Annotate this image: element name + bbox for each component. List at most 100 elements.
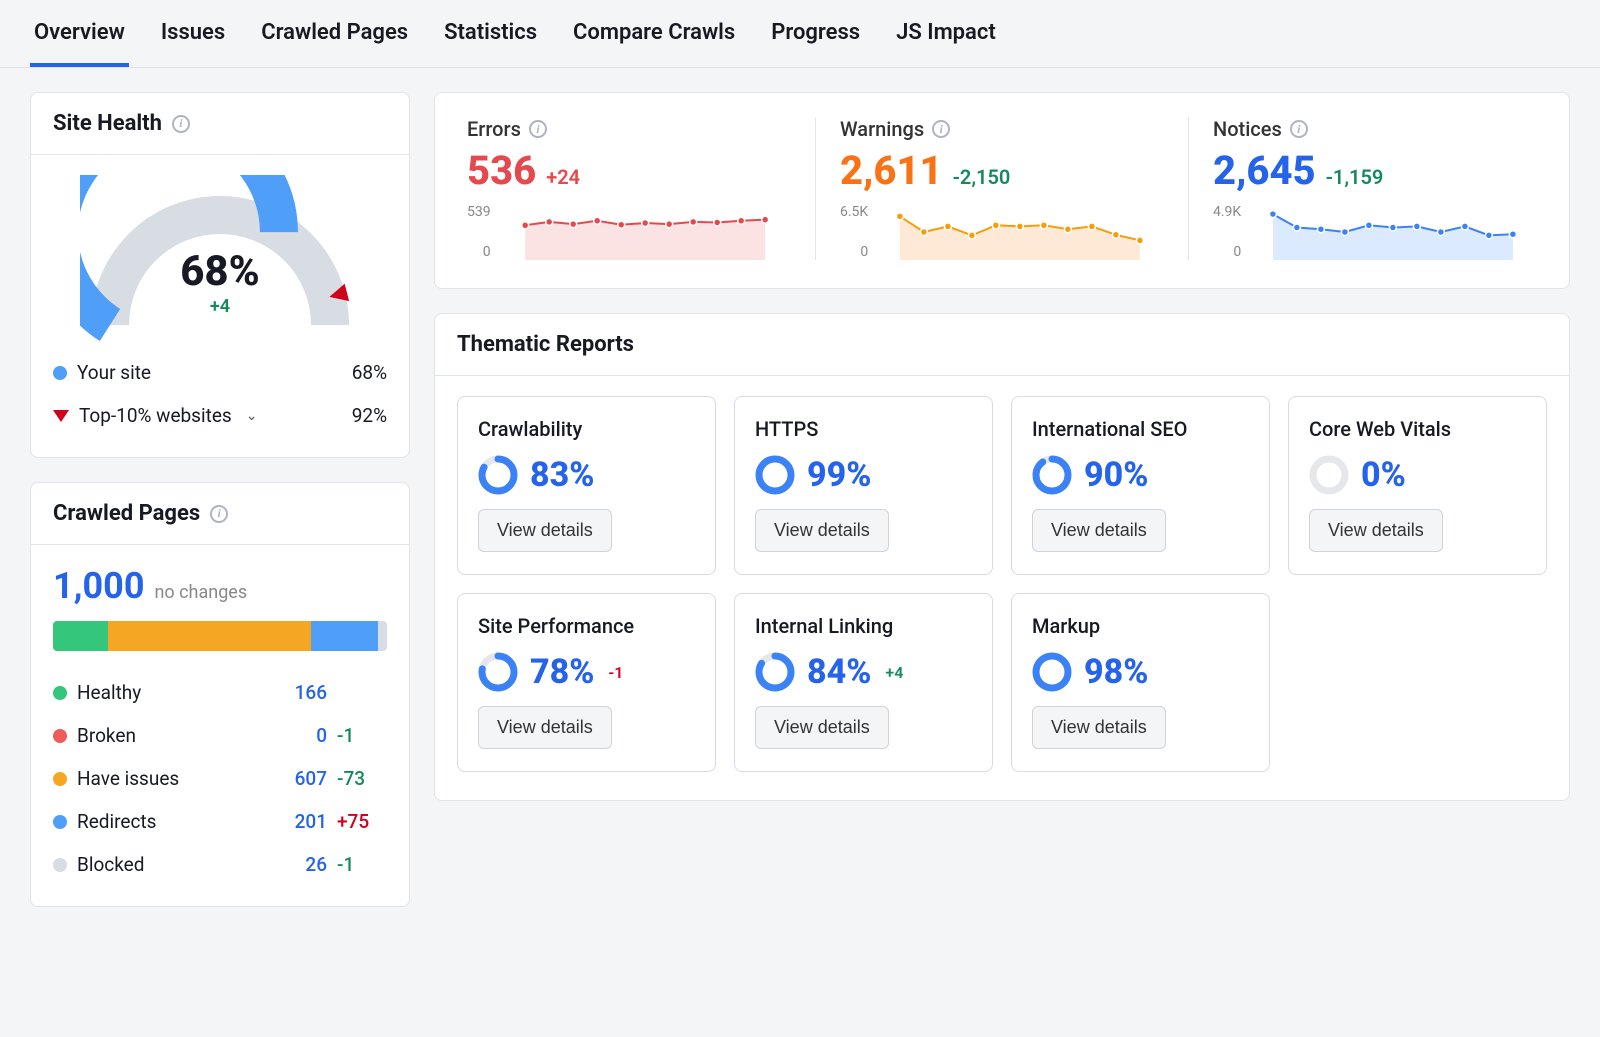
report-percent: 78% [530, 652, 594, 692]
donut-icon [1032, 652, 1072, 692]
spark-ymax: 539 [467, 204, 491, 220]
crawled-row[interactable]: Healthy166 [53, 671, 387, 714]
view-details-button[interactable]: View details [478, 509, 612, 552]
report-card-https: HTTPS99%View details [734, 396, 993, 575]
spark-ymin: 0 [467, 244, 491, 260]
crawled-row-label: Blocked [77, 853, 144, 876]
report-percent: 83% [530, 455, 594, 495]
donut-icon [478, 652, 518, 692]
dot-icon [53, 815, 67, 829]
report-percent: 0% [1361, 455, 1406, 495]
crawled-row[interactable]: Redirects 201+75 [53, 800, 387, 843]
view-details-button[interactable]: View details [755, 509, 889, 552]
tab-compare-crawls[interactable]: Compare Crawls [569, 0, 739, 67]
crawled-row-label: Healthy [77, 681, 141, 704]
report-title: Markup [1032, 614, 1249, 638]
report-card-internal-linking: Internal Linking84%+4View details [734, 593, 993, 772]
info-icon[interactable]: i [210, 505, 228, 523]
spark-ymax: 4.9K [1213, 204, 1241, 220]
info-icon[interactable]: i [172, 115, 190, 133]
donut-icon [1032, 455, 1072, 495]
tab-crawled-pages[interactable]: Crawled Pages [257, 0, 412, 67]
view-details-button[interactable]: View details [1032, 706, 1166, 749]
metric-errors[interactable]: Errorsi536+245390 [443, 117, 816, 260]
report-delta: +4 [885, 663, 903, 682]
stack-segment[interactable] [108, 621, 311, 651]
thematic-title: Thematic Reports [457, 332, 634, 357]
crawled-row-delta: +75 [327, 810, 387, 833]
sparkline [499, 204, 791, 260]
tab-issues[interactable]: Issues [157, 0, 229, 67]
crawled-total: 1,000 [53, 565, 144, 607]
crawled-row-label: Have issues [77, 767, 179, 790]
metric-delta: +24 [546, 165, 580, 189]
site-health-legend: Your site 68% Top-10% websites⌄92% [53, 351, 387, 437]
legend-value: 68% [352, 361, 387, 384]
view-details-button[interactable]: View details [1309, 509, 1443, 552]
crawled-row-value: 0 [267, 724, 327, 747]
crawled-row-value: 201 [267, 810, 327, 833]
stack-segment[interactable] [378, 621, 387, 651]
tab-overview[interactable]: Overview [30, 0, 129, 67]
stack-segment[interactable] [53, 621, 108, 651]
report-card-international-seo: International SEO90%View details [1011, 396, 1270, 575]
report-percent: 84% [807, 652, 871, 692]
metric-warnings[interactable]: Warningsi2,611-2,1506.5K0 [816, 117, 1189, 260]
report-card-crawlability: Crawlability83%View details [457, 396, 716, 575]
spark-ymin: 0 [1213, 244, 1241, 260]
metric-title: Notices [1213, 117, 1282, 141]
crawled-pages-title: Crawled Pages [53, 501, 200, 526]
site-health-card: Site Health i 68% +4 Your site68%Top-10%… [30, 92, 410, 458]
thematic-reports-card: Thematic Reports Crawlability83%View det… [434, 313, 1570, 801]
report-delta: -1 [608, 663, 623, 682]
crawled-row-value: 607 [267, 767, 327, 790]
crawled-note: no changes [154, 582, 247, 603]
tab-progress[interactable]: Progress [767, 0, 864, 67]
dot-icon [53, 729, 67, 743]
metric-value: 2,645 [1213, 147, 1316, 194]
chevron-down-icon[interactable]: ⌄ [246, 408, 258, 424]
stack-segment[interactable] [311, 621, 378, 651]
donut-icon [755, 455, 795, 495]
donut-icon [1309, 455, 1349, 495]
crawled-row-value: 26 [267, 853, 327, 876]
dot-icon [53, 772, 67, 786]
view-details-button[interactable]: View details [1032, 509, 1166, 552]
crawled-row-label: Redirects [77, 810, 156, 833]
spark-ymax: 6.5K [840, 204, 868, 220]
metric-value: 536 [467, 147, 536, 194]
main-content: Site Health i 68% +4 Your site68%Top-10%… [0, 68, 1600, 931]
sparkline [876, 204, 1164, 260]
spark-ymin: 0 [840, 244, 868, 260]
site-health-gauge: 68% +4 [80, 175, 360, 325]
report-percent: 98% [1084, 652, 1148, 692]
right-column: Errorsi536+245390Warningsi2,611-2,1506.5… [434, 92, 1570, 907]
report-percent: 90% [1084, 455, 1148, 495]
crawled-pages-card: Crawled Pages i 1,000 no changes Healthy… [30, 482, 410, 907]
gauge-delta: +4 [80, 296, 360, 317]
metric-delta: -2,150 [953, 165, 1011, 189]
triangle-down-icon [53, 410, 69, 422]
view-details-button[interactable]: View details [478, 706, 612, 749]
crawled-row[interactable]: Broken0-1 [53, 714, 387, 757]
metric-notices[interactable]: Noticesi2,645-1,1594.9K0 [1189, 117, 1561, 260]
legend-label: Your site [77, 361, 151, 384]
info-icon[interactable]: i [932, 120, 950, 138]
report-title: Site Performance [478, 614, 695, 638]
donut-icon [478, 455, 518, 495]
crawled-row-delta: -73 [327, 767, 387, 790]
report-title: Core Web Vitals [1309, 417, 1526, 441]
info-icon[interactable]: i [529, 120, 547, 138]
tab-statistics[interactable]: Statistics [440, 0, 541, 67]
gauge-percent: 68% [80, 247, 360, 296]
legend-row[interactable]: Top-10% websites⌄92% [53, 394, 387, 437]
view-details-button[interactable]: View details [755, 706, 889, 749]
info-icon[interactable]: i [1290, 120, 1308, 138]
crawled-row[interactable]: Have issues 607-73 [53, 757, 387, 800]
tab-js-impact[interactable]: JS Impact [892, 0, 1000, 67]
metric-value: 2,611 [840, 147, 943, 194]
donut-icon [755, 652, 795, 692]
crawled-row-label: Broken [77, 724, 136, 747]
metrics-card: Errorsi536+245390Warningsi2,611-2,1506.5… [434, 92, 1570, 289]
crawled-row[interactable]: Blocked26-1 [53, 843, 387, 886]
